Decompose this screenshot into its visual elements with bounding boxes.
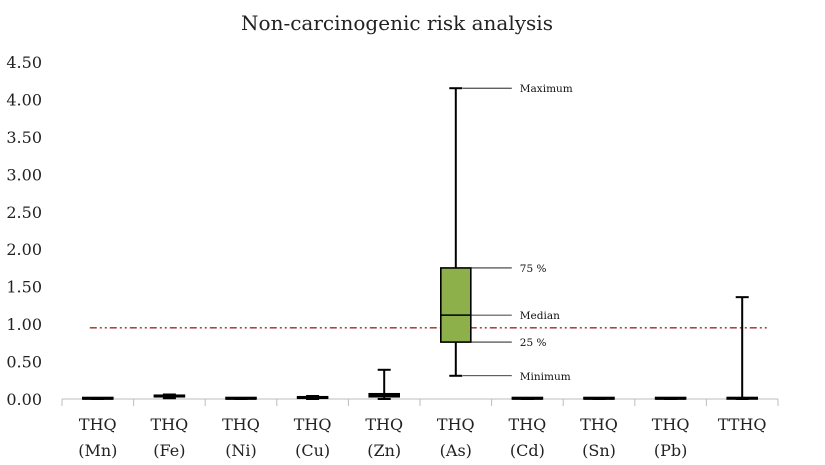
box-series xyxy=(82,87,759,400)
y-tick-label: 1.00 xyxy=(6,315,42,334)
x-tick-label: THQ xyxy=(79,415,117,434)
y-tick-label: 1.50 xyxy=(6,278,42,297)
y-tick-label: 4.00 xyxy=(6,90,42,109)
x-tick-label-sub: (Fe) xyxy=(153,441,185,460)
x-tick-label: THQ xyxy=(580,415,618,434)
y-tick-label: 3.00 xyxy=(6,165,42,184)
box-ni xyxy=(225,396,257,400)
annotation-label: Maximum xyxy=(520,83,573,95)
y-tick-label: 4.50 xyxy=(6,53,42,72)
annotation-label: 25 % xyxy=(520,337,547,349)
annotations: Maximum 75 % Median 25 % Minimum xyxy=(462,83,573,383)
x-tick-label: THQ xyxy=(294,415,332,434)
box-cd xyxy=(511,396,544,400)
category-dividers xyxy=(61,399,779,406)
annotation-label: 75 % xyxy=(520,263,547,275)
x-axis-labels: THQ (Mn) THQ (Fe) THQ (Ni) THQ (Cu) THQ (Zn) THQ (A… xyxy=(78,415,766,460)
x-tick-label-sub: (Sn) xyxy=(582,441,616,460)
x-tick-label-sub: (Zn) xyxy=(367,441,401,460)
chart-title: Non-carcinogenic risk analysis xyxy=(241,11,553,35)
annotation-label: Minimum xyxy=(520,371,571,383)
annotation-label: Median xyxy=(520,310,560,322)
x-tick-label: THQ xyxy=(365,415,403,434)
x-tick-label-sub: (As) xyxy=(440,441,472,460)
x-tick-label: THQ xyxy=(222,415,260,434)
y-tick-label: 0.00 xyxy=(6,390,42,409)
x-tick-label: THQ xyxy=(151,415,189,434)
box-iqr xyxy=(439,267,472,343)
box-as xyxy=(439,87,472,377)
box-cu xyxy=(296,395,329,400)
x-tick-label: TTHQ xyxy=(718,415,767,434)
x-tick-label-sub: (Pb) xyxy=(654,441,688,460)
x-tick-label: THQ xyxy=(509,415,547,434)
x-tick-label-sub: (Cu) xyxy=(295,441,330,460)
x-tick-label-sub: (Mn) xyxy=(78,441,117,460)
y-tick-label: 2.00 xyxy=(6,240,42,259)
x-tick-label-sub: (Cd) xyxy=(510,441,545,460)
box-pb xyxy=(654,396,687,400)
y-tick-label: 2.50 xyxy=(6,203,42,222)
box-zn xyxy=(368,368,401,400)
x-tick-label-sub: (Ni) xyxy=(225,441,257,460)
box-sn xyxy=(583,396,615,400)
x-tick-label: THQ xyxy=(652,415,690,434)
x-tick-label: THQ xyxy=(437,415,475,434)
y-tick-label: 3.50 xyxy=(6,128,42,147)
box-fe xyxy=(153,393,186,400)
y-axis-ticks: 0.00 0.50 1.00 1.50 2.00 2.50 3.00 3.50 4.00 4.50 xyxy=(6,53,42,409)
box-mn xyxy=(82,396,114,400)
y-tick-label: 0.50 xyxy=(6,353,42,372)
box-tthq xyxy=(726,296,759,400)
